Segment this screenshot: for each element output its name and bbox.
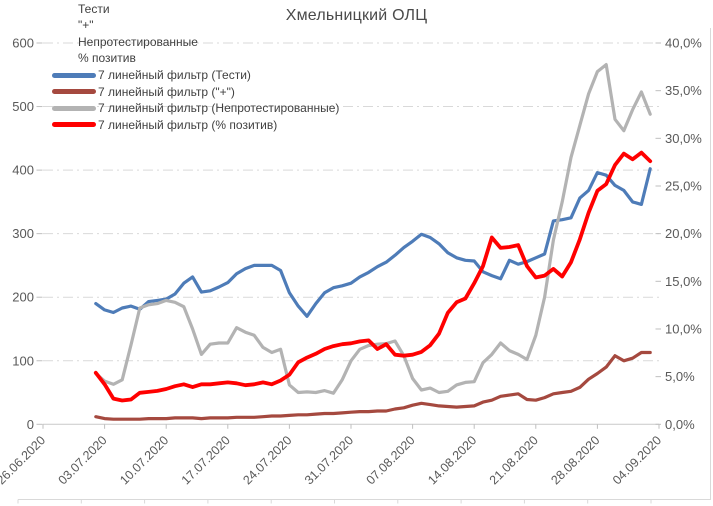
y-left-label: 400 [12,163,34,178]
y-right-label: 40,0% [665,36,702,51]
x-axis-label: 24.07.2020 [240,433,294,487]
legend-swatch-icon-plus [52,89,96,94]
legend-label-untested: 7 линейный фильтр (Непротестированные) [98,101,340,115]
series-name-untested: Непротестированные [78,35,198,49]
y-right-label: 0,0% [665,417,695,432]
series-line-plus [94,350,652,421]
y-right-label: 15,0% [665,274,702,289]
chart-title: Хмельницкий ОЛЦ [285,7,428,24]
y-left-label: 600 [12,36,34,51]
x-axis-label: 03.07.2020 [56,433,110,487]
legend-item-plus: 7 линейный фильтр ("+") [52,85,235,99]
legend-item-tests: 7 линейный фильтр (Тести) [52,68,251,82]
legend-swatch-icon-positive-rate [52,122,96,127]
y-left-label: 200 [12,290,34,305]
y-left-label: 0 [27,417,34,432]
y-left-label: 300 [12,226,34,241]
legend-label-tests: 7 линейный фильтр (Тести) [98,68,251,82]
series-line-positive-rate [93,150,653,403]
legend-item-untested: 7 линейный фильтр (Непротестированные) [52,101,339,115]
y-right-label: 35,0% [665,83,702,98]
y-left-label: 100 [12,353,34,368]
y-right-label: 5,0% [665,369,695,384]
x-axis-label: 07.08.2020 [364,433,418,487]
legend-label-positive-rate: 7 линейный фильтр (% позитив) [98,117,278,132]
y-right-label: 25,0% [665,178,702,193]
x-axis-label: 21.08.2020 [487,433,541,487]
x-axis-label: 10.07.2020 [117,433,171,487]
legend-swatch-icon-untested [52,105,96,111]
y-right-label: 30,0% [665,131,702,146]
y-right-label: 20,0% [665,226,702,241]
series-line-tests [94,167,652,318]
series-name-tests: Тести [78,2,110,16]
x-axis-label: 04.09.2020 [610,433,664,487]
x-axis-label: 17.07.2020 [179,433,233,487]
legend-label-plus: 7 линейный фильтр ("+") [98,84,235,99]
legend-item-positive-rate: 7 линейный фильтр (% позитив) [52,118,277,132]
series-name-positive: % позитив [78,51,136,65]
x-axis-label: 31.07.2020 [302,433,356,487]
x-axis-label: 26.06.2020 [0,433,48,487]
x-axis-label: 14.08.2020 [425,433,479,487]
series-name-plus: "+" [78,18,94,32]
x-axis-label: 28.08.2020 [548,433,602,487]
legend-swatch-icon-tests [52,72,96,78]
y-right-label: 10,0% [665,321,702,336]
y-left-label: 500 [12,99,34,114]
